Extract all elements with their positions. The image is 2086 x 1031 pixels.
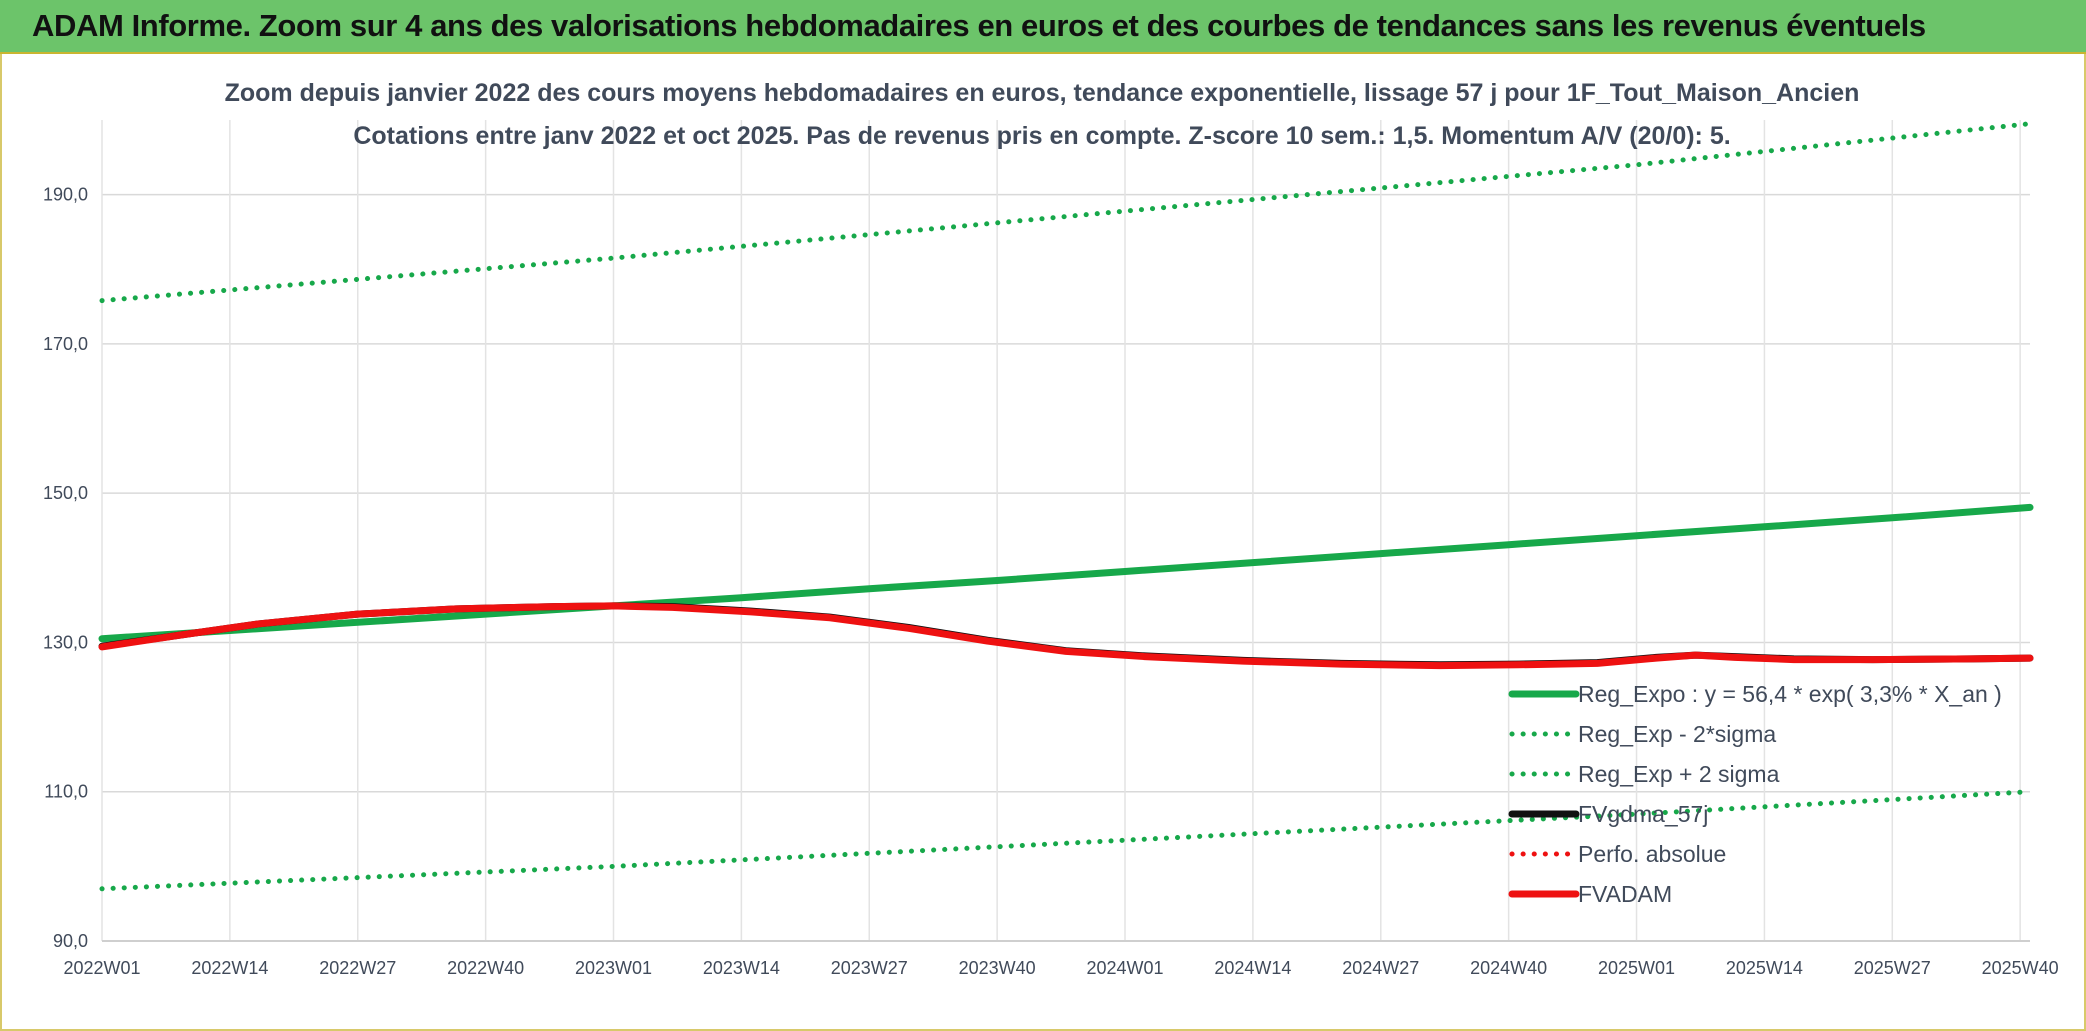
y-tick-label: 150,0 <box>43 483 88 503</box>
x-tick-label: 2023W14 <box>703 958 780 978</box>
y-tick-label: 130,0 <box>43 632 88 652</box>
series-line-2 <box>99 121 2033 304</box>
legend-label: Reg_Exp + 2 sigma <box>1578 761 1780 787</box>
chart-title-line-1: Zoom depuis janvier 2022 des cours moyen… <box>225 79 1860 107</box>
x-tick-label: 2022W01 <box>63 958 140 978</box>
series-layer <box>98 121 2034 892</box>
x-tick-label: 2024W40 <box>1470 958 1547 978</box>
y-tick-label: 90,0 <box>53 931 88 951</box>
chart-frame <box>0 54 2086 1031</box>
x-tick-label: 2024W14 <box>1214 958 1291 978</box>
x-tick-label: 2023W27 <box>831 958 908 978</box>
y-tick-label: 170,0 <box>43 334 88 354</box>
x-tick-label: 2022W40 <box>447 958 524 978</box>
x-tick-label: 2023W01 <box>575 958 652 978</box>
x-axis: 2022W01 2022W14 2022W27 2022W40 2023W01 2023W… <box>63 958 2058 978</box>
y-axis: 90,0 110,0 130,0 150,0 170,0 190,0 <box>43 185 88 951</box>
x-tick-label: 2025W40 <box>1982 958 2059 978</box>
page-title: ADAM Informe. Zoom sur 4 ans des valoris… <box>32 8 1926 43</box>
legend-label: Perfo. absolue <box>1578 841 1726 867</box>
x-tick-label: 2022W14 <box>191 958 268 978</box>
x-tick-label: 2024W01 <box>1086 958 1163 978</box>
x-tick-label: 2024W27 <box>1342 958 1419 978</box>
x-tick-label: 2025W14 <box>1726 958 1803 978</box>
y-tick-label: 110,0 <box>44 782 88 802</box>
header-bar: ADAM Informe. Zoom sur 4 ans des valoris… <box>0 0 2086 54</box>
series-line-5 <box>98 602 2034 670</box>
legend-label: FVADAM <box>1578 881 1672 907</box>
series-line-1 <box>99 789 2033 892</box>
series-line-0 <box>98 503 2034 643</box>
chart: Zoom depuis janvier 2022 des cours moyen… <box>43 79 2059 978</box>
legend-label: Reg_Exp - 2*sigma <box>1578 721 1776 747</box>
legend: Reg_Expo : y = 56,4 * exp( 3,3% * X_an )… <box>1508 681 2002 907</box>
x-tick-label: 2023W40 <box>959 958 1036 978</box>
chart-title-line-2: Cotations entre janv 2022 et oct 2025. P… <box>353 122 1730 150</box>
legend-label: FVgdma_57j <box>1578 801 1708 827</box>
x-tick-label: 2025W01 <box>1598 958 1675 978</box>
x-tick-label: 2022W27 <box>319 958 396 978</box>
legend-label: Reg_Expo : y = 56,4 * exp( 3,3% * X_an ) <box>1578 681 2002 707</box>
y-tick-label: 190,0 <box>43 185 88 205</box>
grid <box>101 120 2030 942</box>
x-tick-label: 2025W27 <box>1854 958 1931 978</box>
